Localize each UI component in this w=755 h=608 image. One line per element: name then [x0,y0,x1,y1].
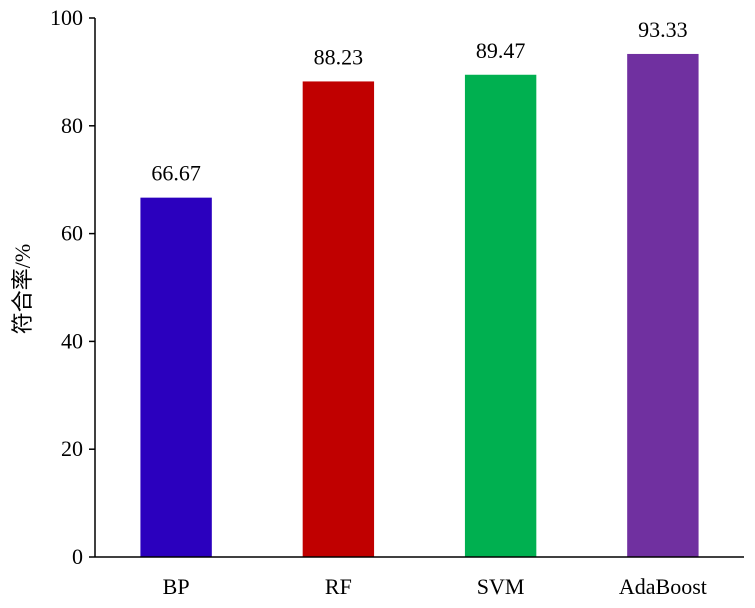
y-tick-label: 60 [61,221,83,246]
bar-svm [464,74,537,557]
data-labels: 66.67 88.23 89.47 93.33 [151,17,687,186]
y-tick-label: 80 [61,113,83,138]
bar-bp [140,197,212,558]
y-ticks: 0 20 40 60 80 100 [50,5,95,569]
axes [94,18,744,558]
x-tick-label: BP [163,574,190,599]
data-label: 93.33 [638,17,688,42]
x-tick-label: RF [325,574,352,599]
data-label: 88.23 [314,44,364,69]
x-tick-label: AdaBoost [619,574,707,599]
x-tick-label: SVM [477,574,525,599]
x-tick-labels: BP RF SVM AdaBoost [163,574,707,599]
data-label: 89.47 [476,38,526,63]
bars [140,53,699,558]
bar-rf [302,81,375,557]
y-tick-label: 0 [72,544,83,569]
y-tick-label: 100 [50,5,83,30]
data-label: 66.67 [151,161,201,186]
y-tick-label: 40 [61,328,83,353]
bar-adaboost [627,53,699,558]
y-tick-label: 20 [61,436,83,461]
y-axis-title: 符合率/% [10,244,35,334]
